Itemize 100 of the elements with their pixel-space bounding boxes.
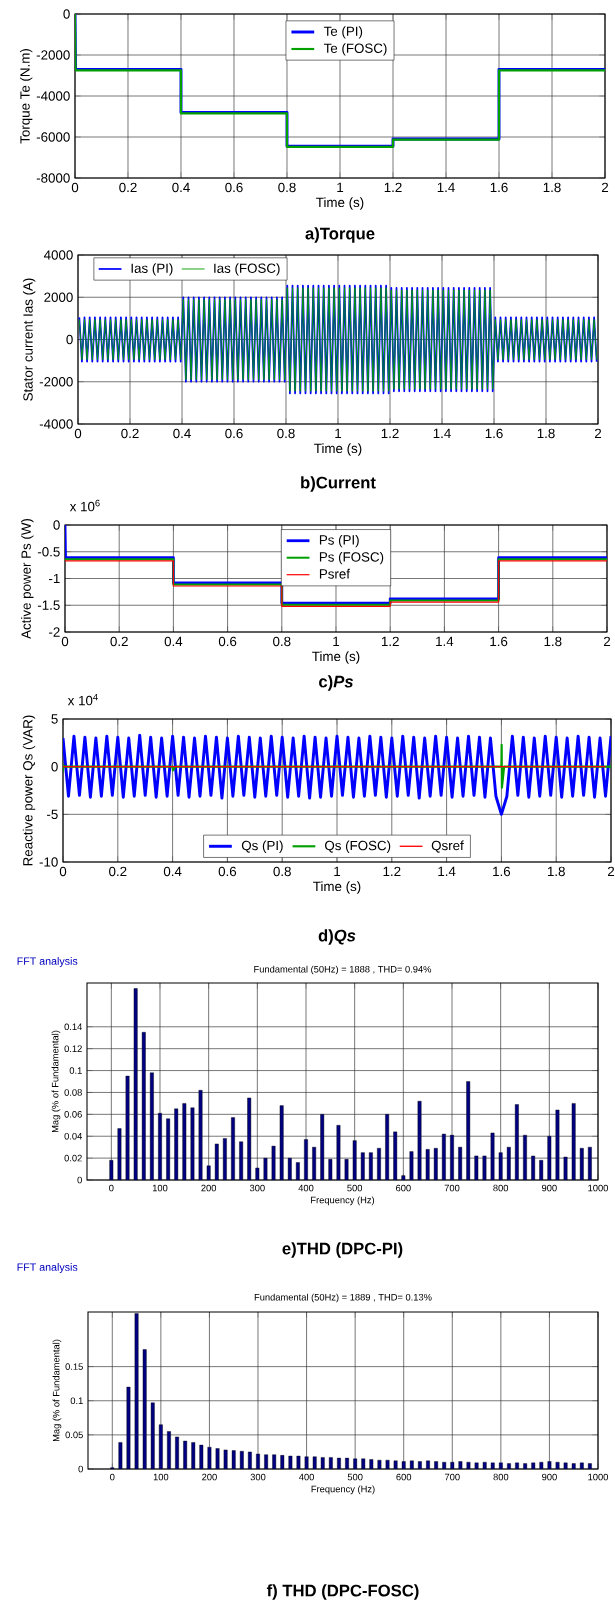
y-tick-label: 0.05 [65,1431,83,1439]
legend-label: Ias (FOSC) [214,263,280,276]
y-tick-label: -4000 [36,91,70,101]
x-tick-label: 0.6 [218,636,237,647]
y-tick-label: -2 [49,627,60,637]
x-tick-label: 1.2 [381,428,399,439]
x-tick-label: 0.6 [218,866,237,877]
y-tick-label: 0.02 [64,1154,82,1162]
x-tick-label: 0 [110,1473,115,1481]
y-axis-title: Active power Ps (W) [21,518,34,639]
x-tick-label: 200 [201,1184,217,1192]
y-axis-title: Mag (% of Fundamental) [52,1339,62,1442]
x-tick-label: 400 [299,1473,314,1481]
y-tick-label: -1 [49,573,60,584]
x-tick-label: 100 [153,1473,169,1481]
x-tick-label: 0.2 [121,428,139,439]
y-axis-title: Stator current Ias (A) [22,278,36,401]
y-tick-label: 0.1 [69,1067,82,1074]
x-tick-label: 800 [493,1473,509,1481]
x-axis-title: Frequency (Hz) [311,1485,375,1495]
y-axis-title: Reactive power Qs (VAR) [22,715,36,866]
x-tick-label: 500 [347,1473,363,1481]
y-tick-label: 0 [66,334,73,345]
x-tick-label: 300 [250,1473,266,1481]
x-tick-label: 0.8 [277,428,295,439]
x-tick-label: 1000 [588,1184,609,1192]
x-tick-label: 1 [333,636,340,646]
x-tick-label: 0.4 [173,428,191,439]
y-tick-label: -2000 [39,377,73,387]
x-tick-label: 800 [493,1184,509,1192]
x-tick-label: 1.4 [436,636,454,646]
y-tick-label: 0.12 [64,1045,82,1052]
y-tick-label: 0.15 [65,1363,83,1370]
x-tick-label: 1.4 [438,866,456,876]
x-tick-label: 700 [444,1184,460,1192]
x-tick-label: 1.6 [493,866,511,877]
x-tick-label: 0.2 [110,636,128,647]
legend-label: Ps (FOSC) [319,551,384,565]
x-tick-label: 1.2 [381,636,399,647]
legend-label: Te (FOSC) [323,43,387,56]
x-tick-label: 1.6 [485,428,503,439]
x-tick-label: 0.6 [225,428,243,439]
legend-label: Qsref [431,840,464,853]
text: d)Qs [318,929,356,945]
chart-subtitle: Fundamental (50Hz) = 1888 , THD= 0.94% [254,965,432,975]
x-tick-label: 1.4 [433,428,451,438]
x-tick-label: 300 [249,1184,265,1192]
chart-subtitle: Fundamental (50Hz) = 1889 , THD= 0.13% [254,1293,432,1303]
x-tick-label: 1.8 [544,636,562,647]
text: x 10$^{4}$ [67,693,98,706]
x-tick-label: 200 [202,1473,217,1481]
y-tick-label: 0 [53,520,60,530]
y-tick-label: 0.06 [64,1111,82,1118]
text: f) THD (DPC-FOSC) [266,1584,419,1600]
y-axis-title: Torque Te (N.m) [19,49,33,144]
text: a)Torque [305,227,375,243]
y-tick-label: -4000 [39,419,73,429]
x-tick-label: 1 [337,182,344,192]
x-tick-label: 1.6 [490,636,508,647]
x-tick-label: 1.8 [547,866,565,877]
x-tick-label: 1.2 [383,866,401,877]
x-tick-label: 0.2 [109,866,127,877]
legend-label: Ps (PI) [319,534,359,548]
x-tick-label: 1.4 [437,182,455,192]
y-tick-label: 5 [51,714,58,724]
x-axis-title: Time (s) [316,197,364,210]
x-tick-label: 0.6 [225,182,243,193]
y-tick-label: 4000 [43,250,73,260]
x-tick-label: 400 [298,1184,314,1192]
legend-label: Ias (PI) [131,263,173,276]
y-tick-label: 0 [63,9,70,19]
x-tick-label: 0.4 [164,636,183,647]
y-tick-label: -2000 [36,50,70,60]
x-tick-label: 1.2 [384,182,402,193]
x-tick-label: 2 [603,636,611,647]
x-tick-label: 1.6 [490,182,508,193]
y-tick-label: 0.1 [70,1397,83,1405]
x-tick-label: 500 [347,1184,363,1192]
y-tick-label: 0.04 [64,1132,83,1140]
x-tick-label: 700 [444,1473,460,1481]
text: e)THD (DPC-PI) [282,1242,403,1258]
legend-label: Qs (PI) [241,840,283,853]
legend-label: Qs (FOSC) [325,840,391,853]
x-tick-label: 2 [607,866,615,877]
x-tick-label: 0.8 [273,866,291,877]
x-tick-label: 0.4 [172,182,190,193]
x-tick-label: 900 [542,1473,557,1481]
y-tick-label: 2000 [44,292,73,302]
text: FFT analysis [17,957,78,967]
x-tick-label: 900 [541,1184,557,1192]
x-tick-label: 2 [601,182,609,193]
y-tick-label: -8000 [36,173,70,183]
x-axis-title: Frequency (Hz) [311,1196,375,1206]
text: c)Ps [319,675,354,691]
y-tick-label: 0.08 [64,1089,82,1096]
x-tick-label: 0 [109,1184,114,1192]
x-tick-label: 600 [396,1184,411,1192]
y-tick-label: -0.5 [37,547,60,557]
x-tick-label: 0.8 [273,636,291,647]
text: FFT analysis [17,1263,78,1273]
